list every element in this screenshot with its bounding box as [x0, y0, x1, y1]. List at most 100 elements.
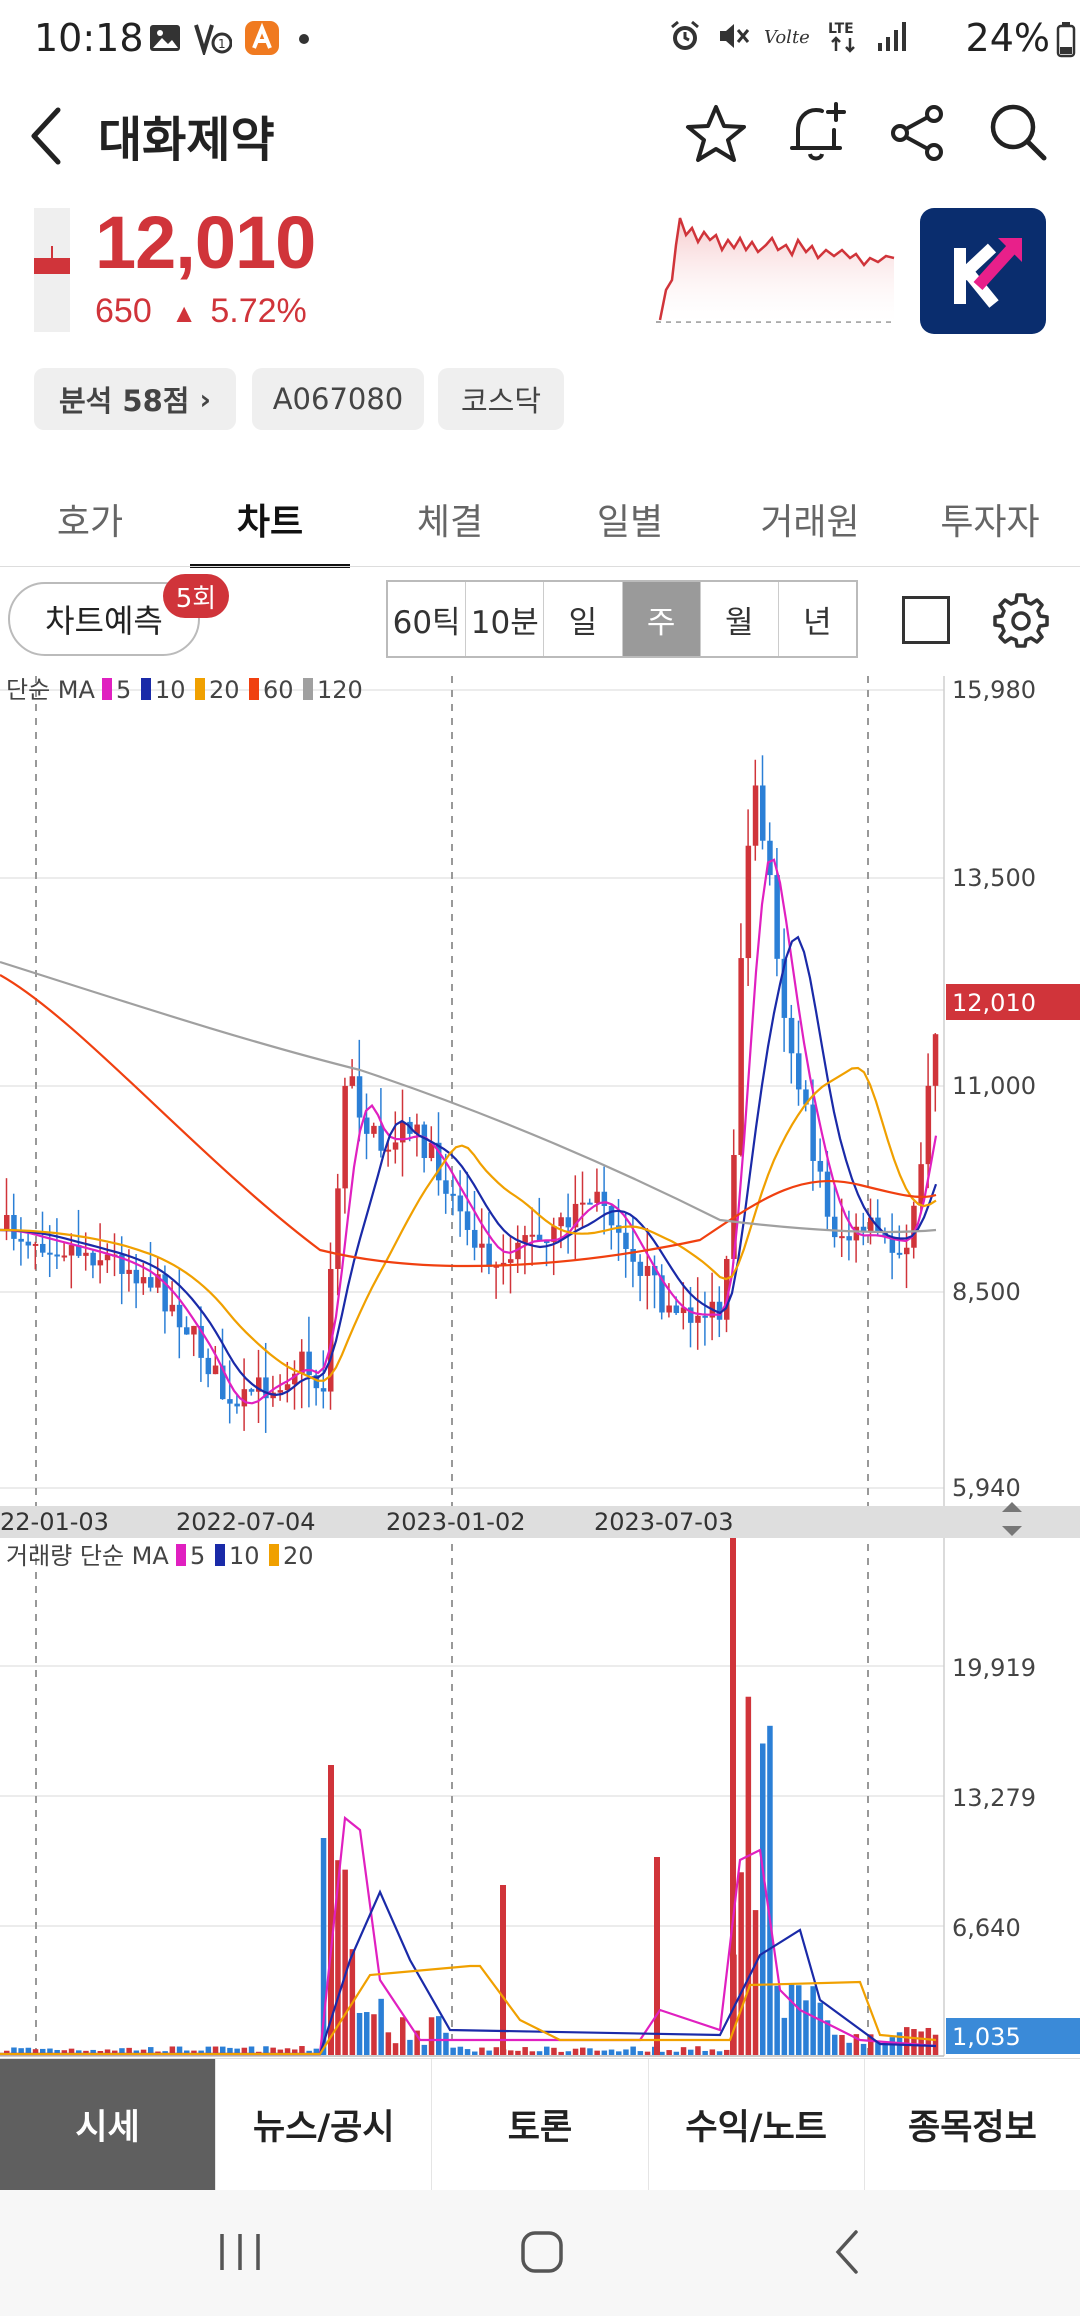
- candle-body: [860, 1226, 867, 1232]
- star-icon[interactable]: [684, 102, 748, 166]
- ma-line: [0, 858, 938, 1405]
- volume-bar: [184, 2050, 190, 2055]
- candle-body: [457, 1195, 464, 1212]
- candle-body: [637, 1261, 644, 1276]
- tab-daily[interactable]: 일별: [540, 470, 720, 568]
- period-10min[interactable]: 10분: [466, 582, 545, 656]
- volume-bar: [832, 2034, 838, 2055]
- volume-bar: [580, 2047, 586, 2055]
- volume-bar: [342, 1869, 348, 2055]
- back-nav-icon[interactable]: [830, 2228, 864, 2276]
- volume-bar: [673, 2051, 680, 2055]
- nav-label: 토론: [507, 2108, 573, 2148]
- candle-body: [572, 1203, 579, 1228]
- ma-line: [0, 935, 938, 1397]
- candle-body: [40, 1243, 46, 1253]
- candle-body: [90, 1252, 96, 1266]
- candle-body: [97, 1260, 104, 1266]
- resize-arrows-icon[interactable]: [1002, 1502, 1022, 1536]
- volume-bar: [702, 2050, 708, 2055]
- candle-body: [162, 1274, 168, 1312]
- candle-body: [695, 1315, 701, 1323]
- volume-bar: [320, 1837, 327, 2055]
- share-icon[interactable]: [888, 102, 948, 164]
- tab-trades[interactable]: 체결: [360, 470, 540, 568]
- candle-body: [61, 1255, 68, 1258]
- candle-body: [371, 1125, 377, 1134]
- candle-body: [227, 1399, 233, 1404]
- volume-bar: [40, 2048, 46, 2055]
- signal-icon: [878, 22, 906, 51]
- analysis-score-button[interactable]: 분석 58점 ›: [34, 368, 236, 430]
- candle-body: [313, 1375, 320, 1389]
- nav-discussion[interactable]: 토론: [432, 2059, 649, 2190]
- nav-stock-info[interactable]: 종목정보: [864, 2059, 1080, 2190]
- volume-bar: [104, 2049, 111, 2055]
- tab-brokers[interactable]: 거래원: [720, 470, 900, 568]
- gear-icon[interactable]: [993, 592, 1049, 648]
- status-right-icons: Volte LTE: [668, 18, 910, 54]
- candle-body: [716, 1301, 723, 1320]
- tab-label: 체결: [416, 502, 484, 543]
- volume-bar: [536, 2051, 543, 2055]
- tab-investors[interactable]: 투자자: [900, 470, 1080, 568]
- candle-body: [745, 845, 752, 959]
- back-icon[interactable]: [28, 104, 68, 168]
- search-icon[interactable]: [986, 100, 1050, 164]
- candle-body: [875, 1217, 881, 1233]
- nav-profit-note[interactable]: 수익/노트: [648, 2059, 865, 2190]
- period-month[interactable]: 월: [701, 582, 779, 656]
- volume-bar: [558, 2051, 564, 2055]
- header: 대화제약: [0, 90, 1080, 190]
- volume-bar: [932, 2034, 939, 2055]
- current-volume-tag: [946, 2018, 1080, 2054]
- battery-icon: [1056, 22, 1076, 58]
- volume-bar: [868, 2034, 874, 2055]
- volume-bar: [241, 2047, 248, 2055]
- candle-body: [443, 1180, 449, 1194]
- nav-news[interactable]: 뉴스/공시: [216, 2059, 433, 2190]
- candle-body: [774, 875, 780, 959]
- candle-body: [781, 958, 788, 1018]
- candle-body: [119, 1254, 125, 1274]
- home-icon[interactable]: [518, 2228, 566, 2276]
- tab-chart[interactable]: 차트: [180, 470, 360, 568]
- candle-body: [760, 785, 766, 841]
- period-60tick[interactable]: 60틱: [388, 582, 467, 656]
- candle-body: [889, 1236, 896, 1253]
- volume-bar: [263, 2046, 269, 2055]
- tab-hoga[interactable]: 호가: [0, 470, 180, 568]
- period-year[interactable]: 년: [779, 582, 856, 656]
- stock-chart[interactable]: 단순 MA 5 10 20 60 120 거래량 단순 MA 5 10 20 15,980 …: [0, 674, 1080, 2060]
- period-week[interactable]: 주: [622, 582, 701, 656]
- volume-bar: [76, 2050, 82, 2055]
- volume-bar: [752, 1910, 759, 2055]
- bell-plus-icon[interactable]: [786, 100, 852, 166]
- volume-bar: [853, 2034, 860, 2055]
- candle-body: [608, 1206, 615, 1226]
- volume-bar: [119, 2048, 125, 2055]
- tab-label: 투자자: [940, 502, 1040, 543]
- nav-label: 종목정보: [908, 2108, 1037, 2148]
- y-label-11000: 11,000: [952, 1072, 1036, 1100]
- volume-bar: [630, 2046, 636, 2055]
- fullscreen-square-button[interactable]: [902, 596, 950, 644]
- recent-apps-icon[interactable]: [216, 2230, 266, 2274]
- volume-bar: [25, 2047, 32, 2055]
- voltealert-icon: 1: [194, 24, 232, 55]
- candle-body: [832, 1216, 838, 1238]
- candle-body: [522, 1235, 528, 1243]
- volume-bar: [292, 2049, 298, 2055]
- price-change: 650 ▲ 5.72%: [95, 292, 307, 331]
- chart-predict-button[interactable]: 차트예측: [8, 582, 200, 656]
- x-axis-band: [0, 1506, 1080, 1538]
- period-day[interactable]: 일: [544, 582, 623, 656]
- candle-body: [623, 1232, 629, 1249]
- kiwoom-logo-icon[interactable]: [920, 208, 1046, 334]
- nav-quote[interactable]: 시세: [0, 2059, 217, 2190]
- battery-text: 24%: [965, 16, 1050, 60]
- volume-bar: [925, 2027, 932, 2055]
- candle-body: [911, 1205, 917, 1248]
- candle-body: [796, 1053, 802, 1090]
- volume-bar: [760, 1743, 766, 2055]
